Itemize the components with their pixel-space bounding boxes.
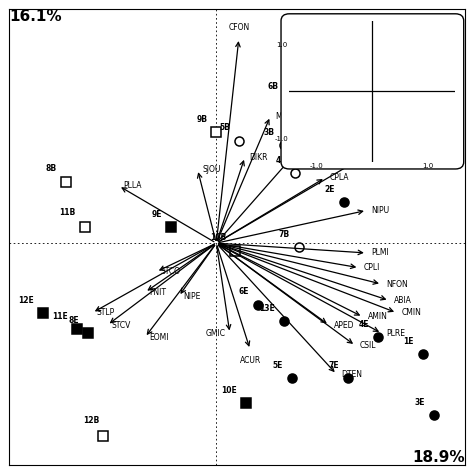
- Text: DIKR: DIKR: [249, 153, 268, 162]
- Text: 3E: 3E: [415, 398, 425, 407]
- Text: 4B: 4B: [275, 156, 286, 165]
- Text: 5E: 5E: [272, 361, 283, 370]
- Text: 9E: 9E: [152, 210, 162, 219]
- Text: SJOU: SJOU: [202, 165, 220, 174]
- Text: 13B: 13B: [315, 25, 331, 34]
- Text: STLP: STLP: [97, 309, 115, 317]
- Text: NIPE: NIPE: [183, 292, 201, 301]
- Text: AMIN: AMIN: [367, 312, 387, 321]
- Text: 12B: 12B: [83, 416, 100, 425]
- Text: CPLI: CPLI: [364, 263, 380, 272]
- Text: 4E: 4E: [358, 320, 369, 329]
- Text: CFON: CFON: [228, 23, 249, 32]
- Text: EOMI: EOMI: [149, 333, 169, 342]
- Text: 10E: 10E: [222, 386, 237, 395]
- Text: PLRE: PLRE: [386, 329, 405, 338]
- Text: 12E: 12E: [18, 296, 34, 305]
- Text: PLLA: PLLA: [123, 181, 142, 190]
- Text: ABIA: ABIA: [394, 296, 412, 305]
- Text: DTEN: DTEN: [341, 370, 362, 379]
- Text: NIPU: NIPU: [371, 206, 389, 215]
- Text: GPUM: GPUM: [375, 148, 398, 157]
- Text: 1E: 1E: [404, 337, 414, 346]
- Text: FNIT: FNIT: [149, 288, 166, 297]
- Text: CPLA: CPLA: [330, 173, 349, 182]
- Text: 10B: 10B: [210, 233, 226, 242]
- Text: STCV: STCV: [112, 320, 131, 329]
- Text: MCIR: MCIR: [275, 111, 294, 120]
- Text: 2B: 2B: [283, 25, 294, 34]
- Text: STCO: STCO: [161, 267, 181, 276]
- Text: 11B: 11B: [59, 208, 76, 217]
- Text: 13E: 13E: [259, 304, 275, 313]
- Text: 3B: 3B: [264, 128, 275, 137]
- Text: 1B: 1B: [283, 54, 294, 63]
- Text: CSIL: CSIL: [360, 341, 376, 350]
- Text: 18.9%: 18.9%: [412, 449, 465, 465]
- Text: GMIC: GMIC: [205, 329, 225, 338]
- Text: 6B: 6B: [268, 82, 279, 91]
- Text: PLMI: PLMI: [371, 248, 389, 257]
- Text: ACUR: ACUR: [239, 356, 261, 365]
- Text: NFON: NFON: [386, 280, 408, 289]
- Text: 16.1%: 16.1%: [9, 9, 62, 25]
- Text: CMIN: CMIN: [401, 309, 421, 317]
- Text: 7B: 7B: [279, 230, 290, 239]
- Text: 8E: 8E: [69, 316, 80, 325]
- Text: 5B: 5B: [219, 123, 230, 132]
- Text: DIME: DIME: [311, 136, 330, 145]
- Text: 7E: 7E: [328, 361, 339, 370]
- Text: 9B: 9B: [196, 115, 207, 124]
- Text: 11E: 11E: [53, 312, 68, 321]
- Text: APED: APED: [334, 320, 354, 329]
- Text: 2E: 2E: [325, 185, 335, 194]
- Text: 8B: 8B: [46, 164, 57, 173]
- Text: 6E: 6E: [238, 287, 249, 296]
